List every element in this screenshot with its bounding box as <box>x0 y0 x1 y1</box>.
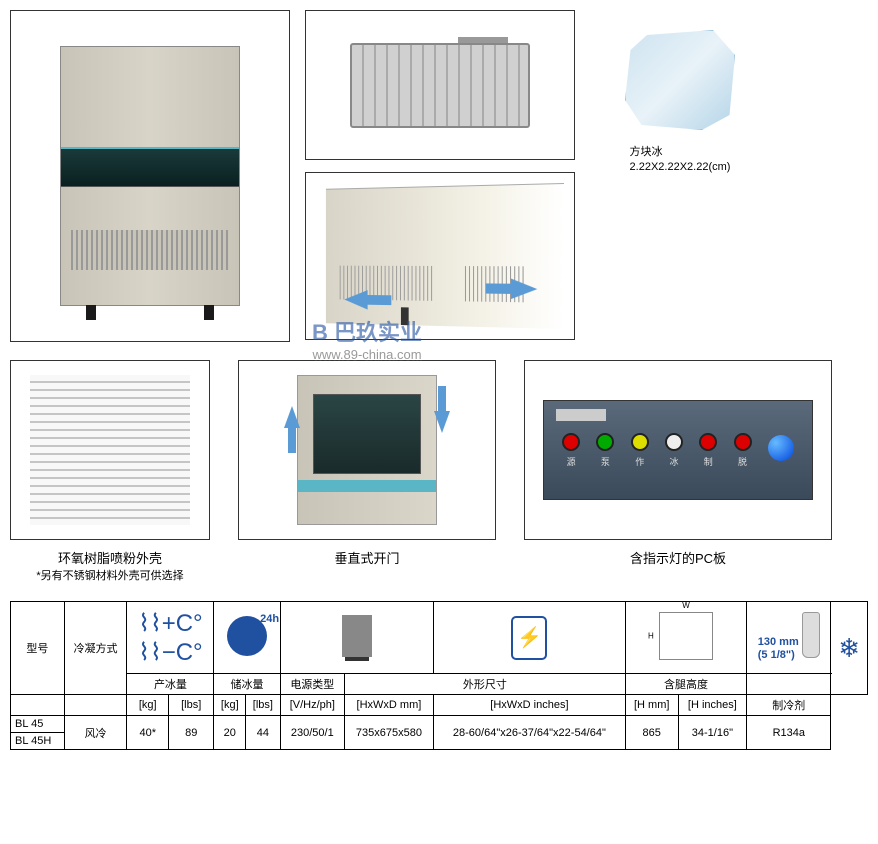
hdr-power: 电源类型 <box>280 674 344 695</box>
hdr-leg: 含腿高度 <box>625 674 746 695</box>
watermark: B 巴玖实业 www.89-china.com <box>312 315 422 362</box>
ice-dims-label: 2.22X2.22X2.22(cm) <box>630 160 731 175</box>
table-row: BL 45 风冷 40* 89 20 44 230/50/1 735x675x5… <box>11 716 868 733</box>
pcb-indicator-image: 源泵作冰制脱 <box>524 360 832 540</box>
hdr-model: 型号 <box>11 602 65 695</box>
shell-subcaption: *另有不锈钢材料外壳可供选择 <box>36 567 183 583</box>
icon-refrigerant: ❄ <box>831 602 868 695</box>
ice-cube-image <box>625 30 735 130</box>
evaporator-image <box>305 10 575 160</box>
ice-type-label: 方块冰 <box>630 145 731 160</box>
icon-dims <box>625 602 746 674</box>
icon-storage <box>280 602 433 674</box>
door-caption: 垂直式开门 <box>334 548 399 567</box>
icon-cooling: ⌇⌇+C°⌇⌇−C° <box>127 602 214 674</box>
icon-leg: 130 mm(5 1/8") <box>747 602 831 674</box>
spec-table: 型号 冷凝方式 ⌇⌇+C°⌇⌇−C° ⚡ 130 mm(5 1/8") <box>10 601 868 750</box>
shell-caption: 环氧树脂喷粉外壳 <box>58 548 162 567</box>
hdr-dims: 外形尺寸 <box>344 674 625 695</box>
hdr-store: 储冰量 <box>214 674 280 695</box>
main-machine-image <box>10 10 290 342</box>
hdr-prod: 产冰量 <box>127 674 214 695</box>
icon-power: ⚡ <box>433 602 625 674</box>
hdr-cooling: 冷凝方式 <box>64 602 127 695</box>
vertical-door-image <box>238 360 496 540</box>
icon-production <box>214 602 280 674</box>
pcb-caption: 含指示灯的PC板 <box>630 548 726 567</box>
shell-texture-image <box>10 360 210 540</box>
